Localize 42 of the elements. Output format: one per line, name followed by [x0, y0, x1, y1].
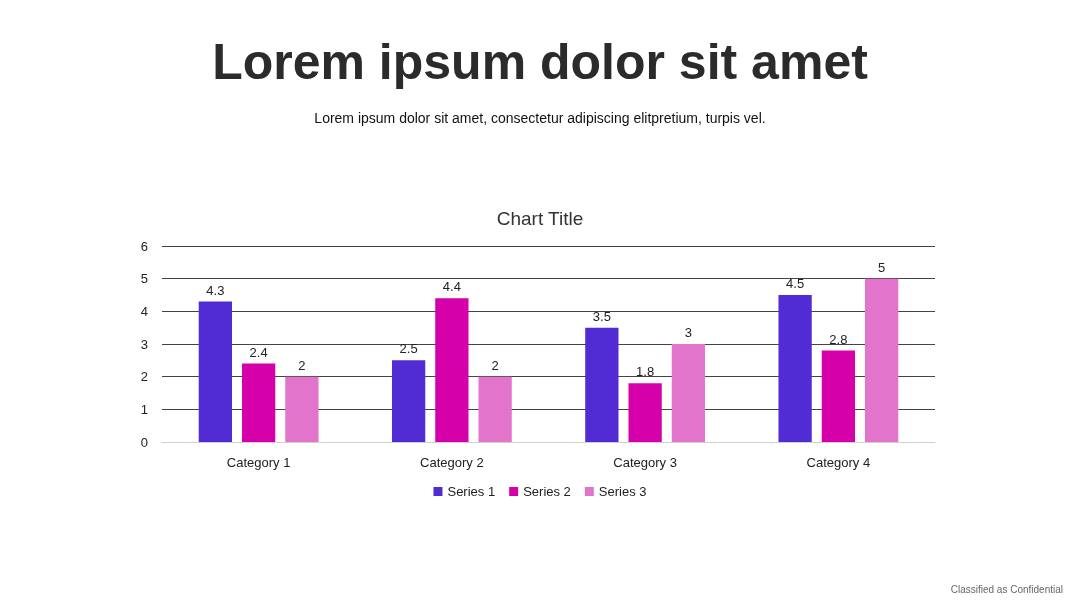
y-tick-label: 4 — [140, 303, 148, 319]
legend-label: Series 3 — [598, 484, 647, 499]
bar — [198, 301, 232, 442]
bar — [628, 383, 662, 442]
y-tick-label: 1 — [140, 401, 148, 417]
bar — [391, 360, 426, 442]
x-tick-label: Category 3 — [613, 455, 677, 470]
chart-subtitle: Lorem ipsum dolor sit amet, consectetur adipiscing elitpretium, turpis vel. — [314, 110, 766, 126]
bar — [778, 295, 812, 442]
data-label: 3.5 — [592, 308, 611, 324]
data-label: 2 — [298, 357, 306, 373]
data-label: 2.8 — [829, 331, 848, 347]
bar — [585, 327, 619, 442]
bar — [671, 344, 706, 442]
legend-label: Series 1 — [447, 484, 496, 499]
data-label: 4.5 — [786, 276, 805, 291]
bar — [478, 376, 512, 442]
x-tick-label: Category 1 — [226, 455, 291, 470]
bar — [285, 376, 319, 442]
y-tick-label: 2 — [140, 369, 148, 385]
data-label: 4.4 — [442, 279, 461, 295]
data-label: 4.3 — [206, 282, 225, 298]
text: Classified as Confidential — [950, 583, 1063, 595]
data-label: 2 — [491, 357, 499, 373]
x-tick-label: Category 4 — [806, 455, 871, 470]
chart-title: Lorem ipsum dolor sit amet — [212, 34, 869, 90]
data-label: 3 — [684, 325, 693, 340]
data-label: 1.8 — [636, 364, 655, 380]
bar — [865, 278, 899, 442]
bar — [821, 350, 856, 442]
y-tick-label: 0 — [140, 434, 148, 450]
y-tick-label: 3 — [140, 336, 148, 352]
y-tick-label: 5 — [140, 271, 148, 287]
data-label: 2.4 — [249, 344, 268, 360]
legend-label: Series 2 — [523, 484, 571, 499]
x-tick-label: Category 2 — [420, 455, 484, 470]
bar — [241, 363, 276, 442]
data-label: 5 — [878, 259, 886, 275]
text: Chart Title — [496, 208, 584, 229]
bar — [435, 298, 469, 442]
y-tick-label: 6 — [140, 238, 148, 254]
data-label: 2.5 — [399, 341, 418, 357]
